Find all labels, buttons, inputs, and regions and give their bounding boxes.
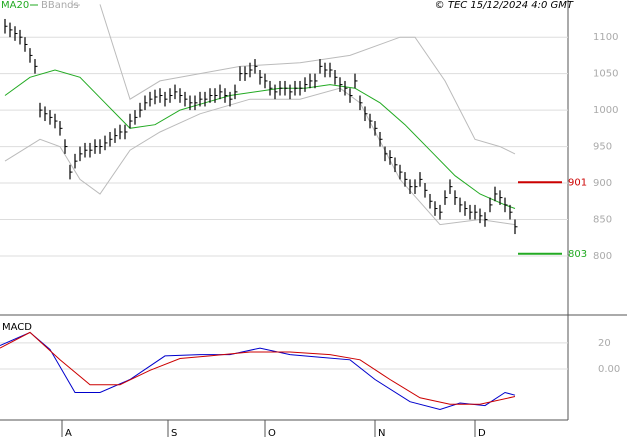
macd-line — [0, 331, 516, 405]
x-tick-label: A — [65, 428, 72, 439]
support-label: 803 — [568, 249, 587, 260]
y-tick-label: 20 — [598, 338, 611, 349]
x-tick-label: N — [378, 428, 385, 439]
y-tick-label: 950 — [593, 142, 612, 153]
y-tick-label: 900 — [593, 178, 612, 189]
y-tick-label: 0.00 — [598, 364, 620, 375]
band-line — [99, 4, 516, 155]
macd-title: MACD — [2, 322, 32, 333]
legend-bbands: BBands — [41, 0, 79, 11]
band-line — [4, 87, 516, 226]
y-tick-label: 1000 — [593, 105, 618, 116]
y-tick-label: 1050 — [593, 69, 618, 80]
legend-ma20: MA20 — [1, 0, 29, 11]
x-tick-label: S — [171, 428, 177, 439]
x-tick-label: D — [478, 428, 486, 439]
resistance-label: 901 — [568, 177, 587, 188]
y-tick-label: 800 — [593, 251, 612, 262]
ma-line — [4, 69, 516, 209]
source: © TEC 15/12/2024 4:0 GMT — [435, 0, 574, 11]
y-tick-label: 1100 — [593, 32, 618, 43]
y-tick-label: 850 — [593, 214, 612, 225]
x-tick-label: O — [268, 428, 276, 439]
